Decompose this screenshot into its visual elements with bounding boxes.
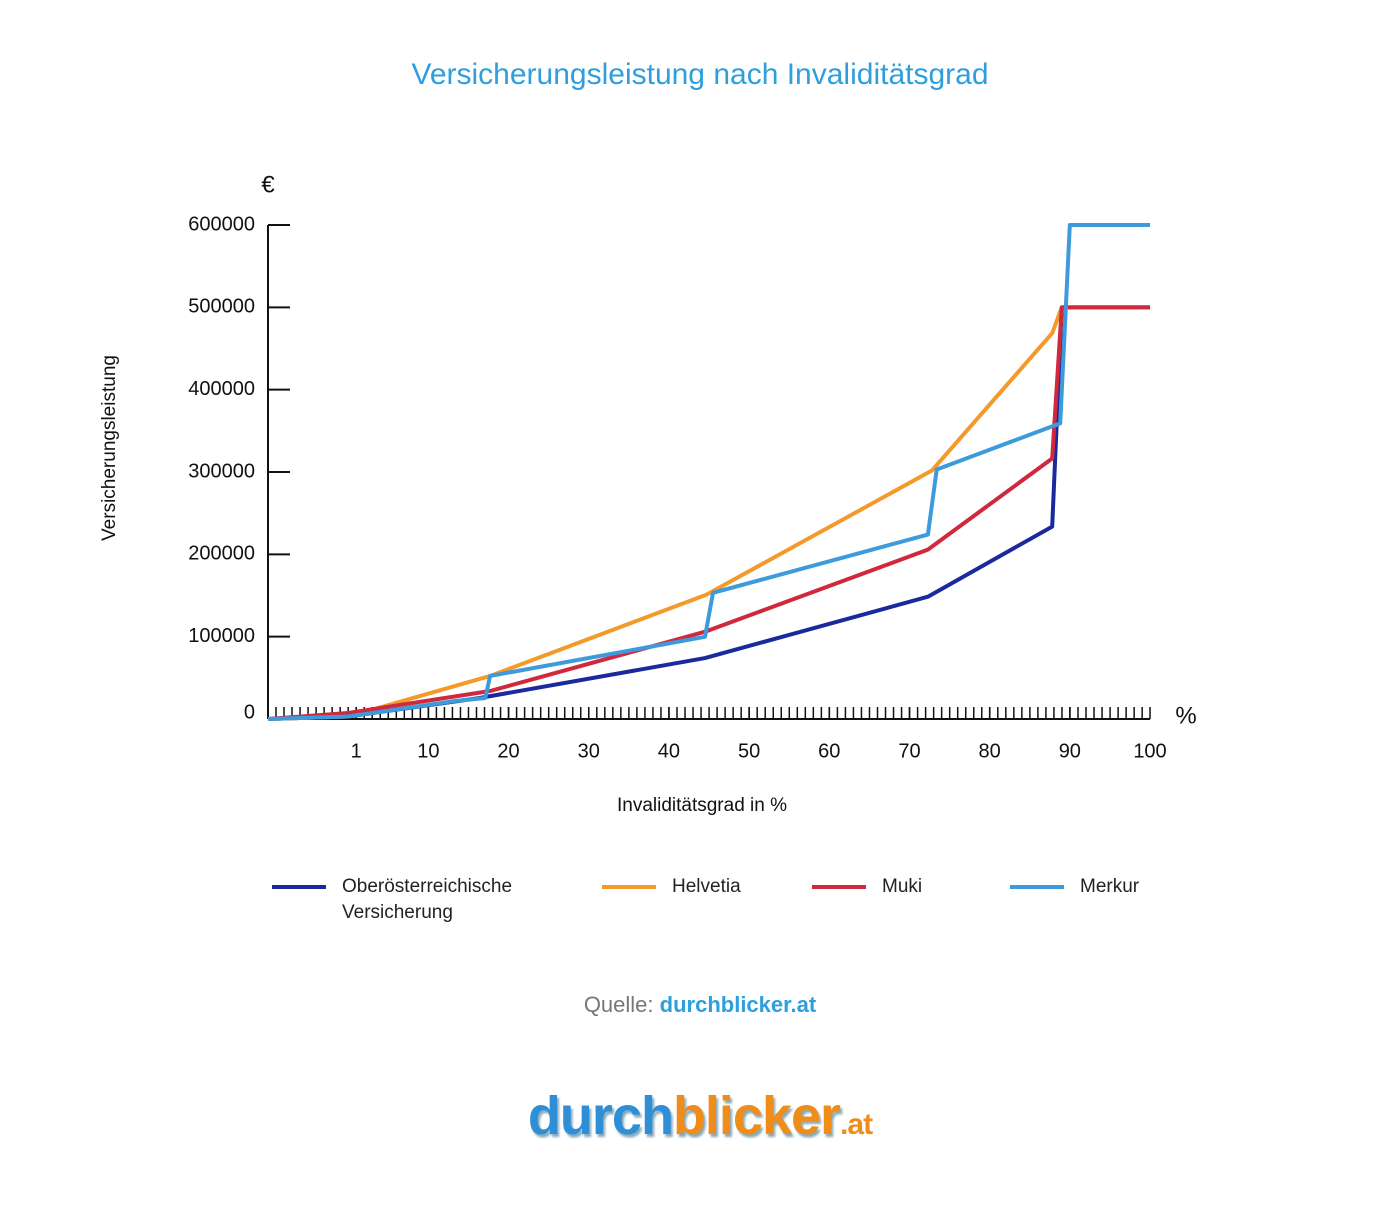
series-line xyxy=(267,305,1150,721)
legend-item: Muki xyxy=(812,874,1082,900)
y-tick-label: 200000 xyxy=(188,543,255,565)
x-axis-label: Invaliditätsgrad in % xyxy=(617,795,787,816)
x-tick-label: 80 xyxy=(979,740,1001,762)
y-tick-label: 100000 xyxy=(188,625,255,647)
legend-item: Helvetia xyxy=(602,874,872,900)
x-tick-label: 50 xyxy=(738,740,760,762)
logo: durchblicker.at xyxy=(0,1085,1400,1147)
source-label: Quelle: xyxy=(583,992,654,1017)
source: Quelle: durchblicker.at xyxy=(0,992,1400,1018)
legend-label: Muki xyxy=(882,876,923,897)
legend-swatch xyxy=(602,885,656,889)
legend-swatch xyxy=(812,885,866,889)
logo-part: blicker xyxy=(672,1086,841,1146)
chart: Versicherungsleistung nach Invaliditätsg… xyxy=(99,58,1197,816)
y-unit: € xyxy=(261,171,275,198)
x-tick-label: 70 xyxy=(898,740,920,762)
y-tick-label: 400000 xyxy=(188,378,255,400)
y-tick-label: 0 xyxy=(244,701,255,723)
x-tick-label: 1 xyxy=(351,740,362,762)
series-line xyxy=(267,223,1150,721)
legend-item: Merkur xyxy=(1010,874,1280,900)
legend-label: Helvetia xyxy=(672,876,741,897)
x-tick-label: 20 xyxy=(497,740,519,762)
source-link: durchblicker.at xyxy=(659,992,817,1017)
x-tick-label: 40 xyxy=(658,740,680,762)
logo-part: durch xyxy=(527,1086,674,1146)
legend-label: Merkur xyxy=(1080,876,1140,897)
legend-label: Oberösterreichische Versicherung xyxy=(342,876,513,923)
x-tick-label: 90 xyxy=(1059,740,1081,762)
x-unit: % xyxy=(1175,702,1196,729)
legend-swatch xyxy=(272,885,326,889)
y-tick-label: 300000 xyxy=(188,460,255,482)
x-tick-label: 10 xyxy=(417,740,439,762)
legend-item: Oberösterreichische Versicherung xyxy=(272,874,542,926)
x-tick-label: 100 xyxy=(1133,740,1166,762)
y-tick-label: 600000 xyxy=(188,213,255,235)
y-axis-label: Versicherungsleistung xyxy=(99,355,120,541)
x-tick-label: 30 xyxy=(578,740,600,762)
x-tick-label: 60 xyxy=(818,740,840,762)
y-tick-label: 500000 xyxy=(188,296,255,318)
chart-title: Versicherungsleistung nach Invaliditätsg… xyxy=(411,58,988,91)
legend-swatch xyxy=(1010,885,1064,889)
logo-suffix: .at xyxy=(840,1108,873,1141)
series-line xyxy=(267,305,1150,721)
